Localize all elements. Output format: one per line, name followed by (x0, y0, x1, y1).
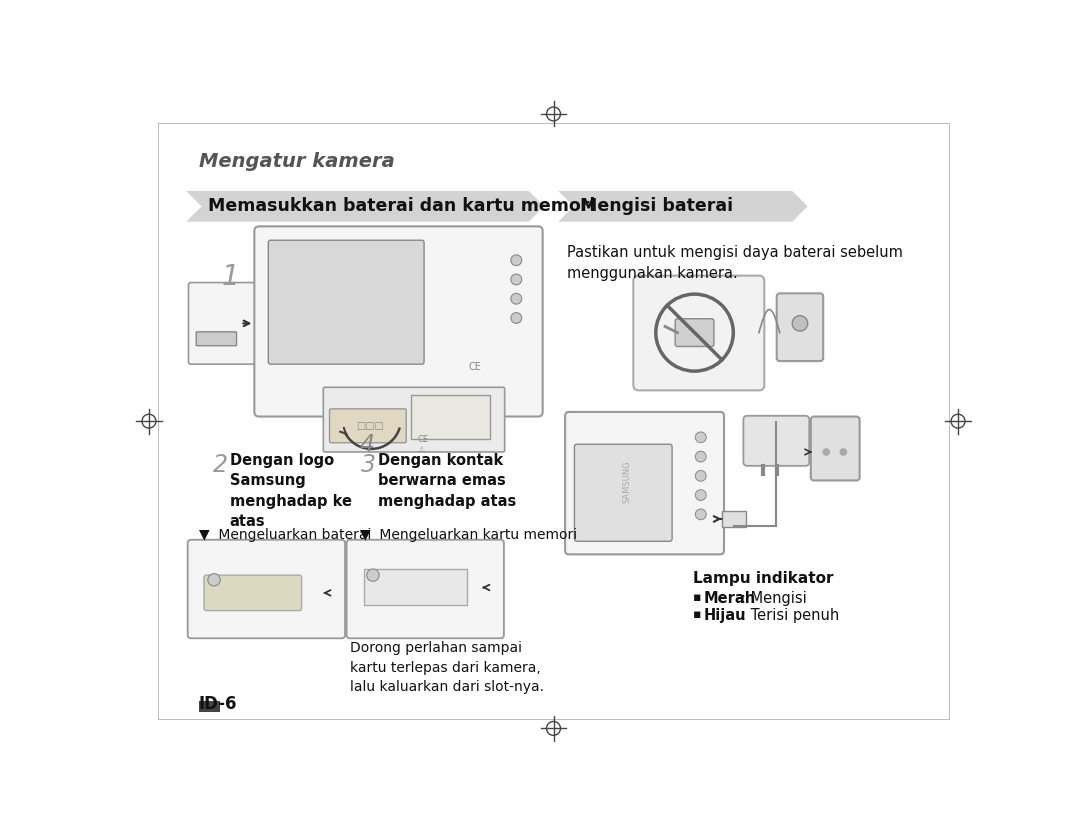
Text: ▪: ▪ (693, 608, 705, 621)
Text: ID-6: ID-6 (199, 695, 237, 712)
FancyBboxPatch shape (777, 294, 823, 361)
FancyBboxPatch shape (347, 540, 504, 638)
FancyBboxPatch shape (364, 569, 467, 605)
Text: ▼  Mengeluarkan baterai: ▼ Mengeluarkan baterai (199, 528, 370, 542)
FancyBboxPatch shape (811, 416, 860, 480)
FancyBboxPatch shape (633, 276, 765, 390)
Circle shape (696, 470, 706, 481)
Text: Hijau: Hijau (704, 608, 746, 623)
Text: CE: CE (469, 362, 481, 372)
Circle shape (793, 316, 808, 331)
FancyBboxPatch shape (721, 511, 746, 526)
Polygon shape (558, 191, 808, 222)
Text: Pastikan untuk mengisi daya baterai sebelum
menggunakan kamera.: Pastikan untuk mengisi daya baterai sebe… (567, 245, 903, 281)
Text: SAMSUNG: SAMSUNG (623, 460, 632, 503)
FancyBboxPatch shape (575, 445, 672, 541)
FancyBboxPatch shape (189, 283, 255, 364)
Text: Merah: Merah (704, 591, 756, 606)
Text: ▼  Mengeluarkan kartu memori: ▼ Mengeluarkan kartu memori (360, 528, 577, 542)
Text: □□□: □□□ (356, 421, 383, 431)
FancyBboxPatch shape (188, 540, 345, 638)
Text: 1: 1 (221, 264, 240, 291)
FancyBboxPatch shape (204, 575, 301, 610)
FancyBboxPatch shape (565, 412, 724, 555)
Bar (199, 701, 220, 712)
FancyBboxPatch shape (323, 387, 504, 452)
Circle shape (511, 255, 522, 266)
Text: Mengatur kamera: Mengatur kamera (199, 153, 394, 172)
FancyBboxPatch shape (410, 395, 490, 439)
FancyBboxPatch shape (329, 409, 406, 443)
FancyBboxPatch shape (197, 332, 237, 346)
FancyBboxPatch shape (255, 226, 542, 416)
Circle shape (367, 569, 379, 581)
Circle shape (696, 490, 706, 500)
Circle shape (696, 509, 706, 520)
Text: Mengisi baterai: Mengisi baterai (580, 198, 733, 215)
Text: Dengan logo
Samsung
menghadap ke
atas: Dengan logo Samsung menghadap ke atas (230, 453, 352, 529)
FancyBboxPatch shape (743, 416, 809, 466)
Text: Dorong perlahan sampai
kartu terlepas dari kamera,
lalu kaluarkan dari slot-nya.: Dorong perlahan sampai kartu terlepas da… (350, 641, 543, 695)
Text: : Terisi penuh: : Terisi penuh (741, 608, 839, 623)
Text: 3: 3 (362, 453, 376, 477)
Circle shape (207, 574, 220, 586)
Circle shape (696, 451, 706, 462)
Circle shape (511, 313, 522, 324)
FancyBboxPatch shape (268, 240, 424, 364)
Text: CE
⚠: CE ⚠ (418, 435, 429, 455)
Polygon shape (186, 191, 544, 222)
Text: : Mengisi: : Mengisi (741, 591, 807, 606)
Text: 4: 4 (360, 433, 375, 457)
Circle shape (511, 294, 522, 304)
Text: Lampu indikator: Lampu indikator (693, 571, 834, 586)
Circle shape (839, 448, 847, 456)
FancyBboxPatch shape (675, 319, 714, 346)
Text: Dengan kontak
berwarna emas
menghadap atas: Dengan kontak berwarna emas menghadap at… (378, 453, 516, 509)
Text: 2: 2 (213, 453, 228, 477)
Circle shape (511, 274, 522, 285)
Circle shape (696, 432, 706, 443)
Text: Memasukkan baterai dan kartu memori: Memasukkan baterai dan kartu memori (207, 198, 595, 215)
Text: ▪: ▪ (693, 591, 705, 605)
Circle shape (823, 448, 831, 456)
